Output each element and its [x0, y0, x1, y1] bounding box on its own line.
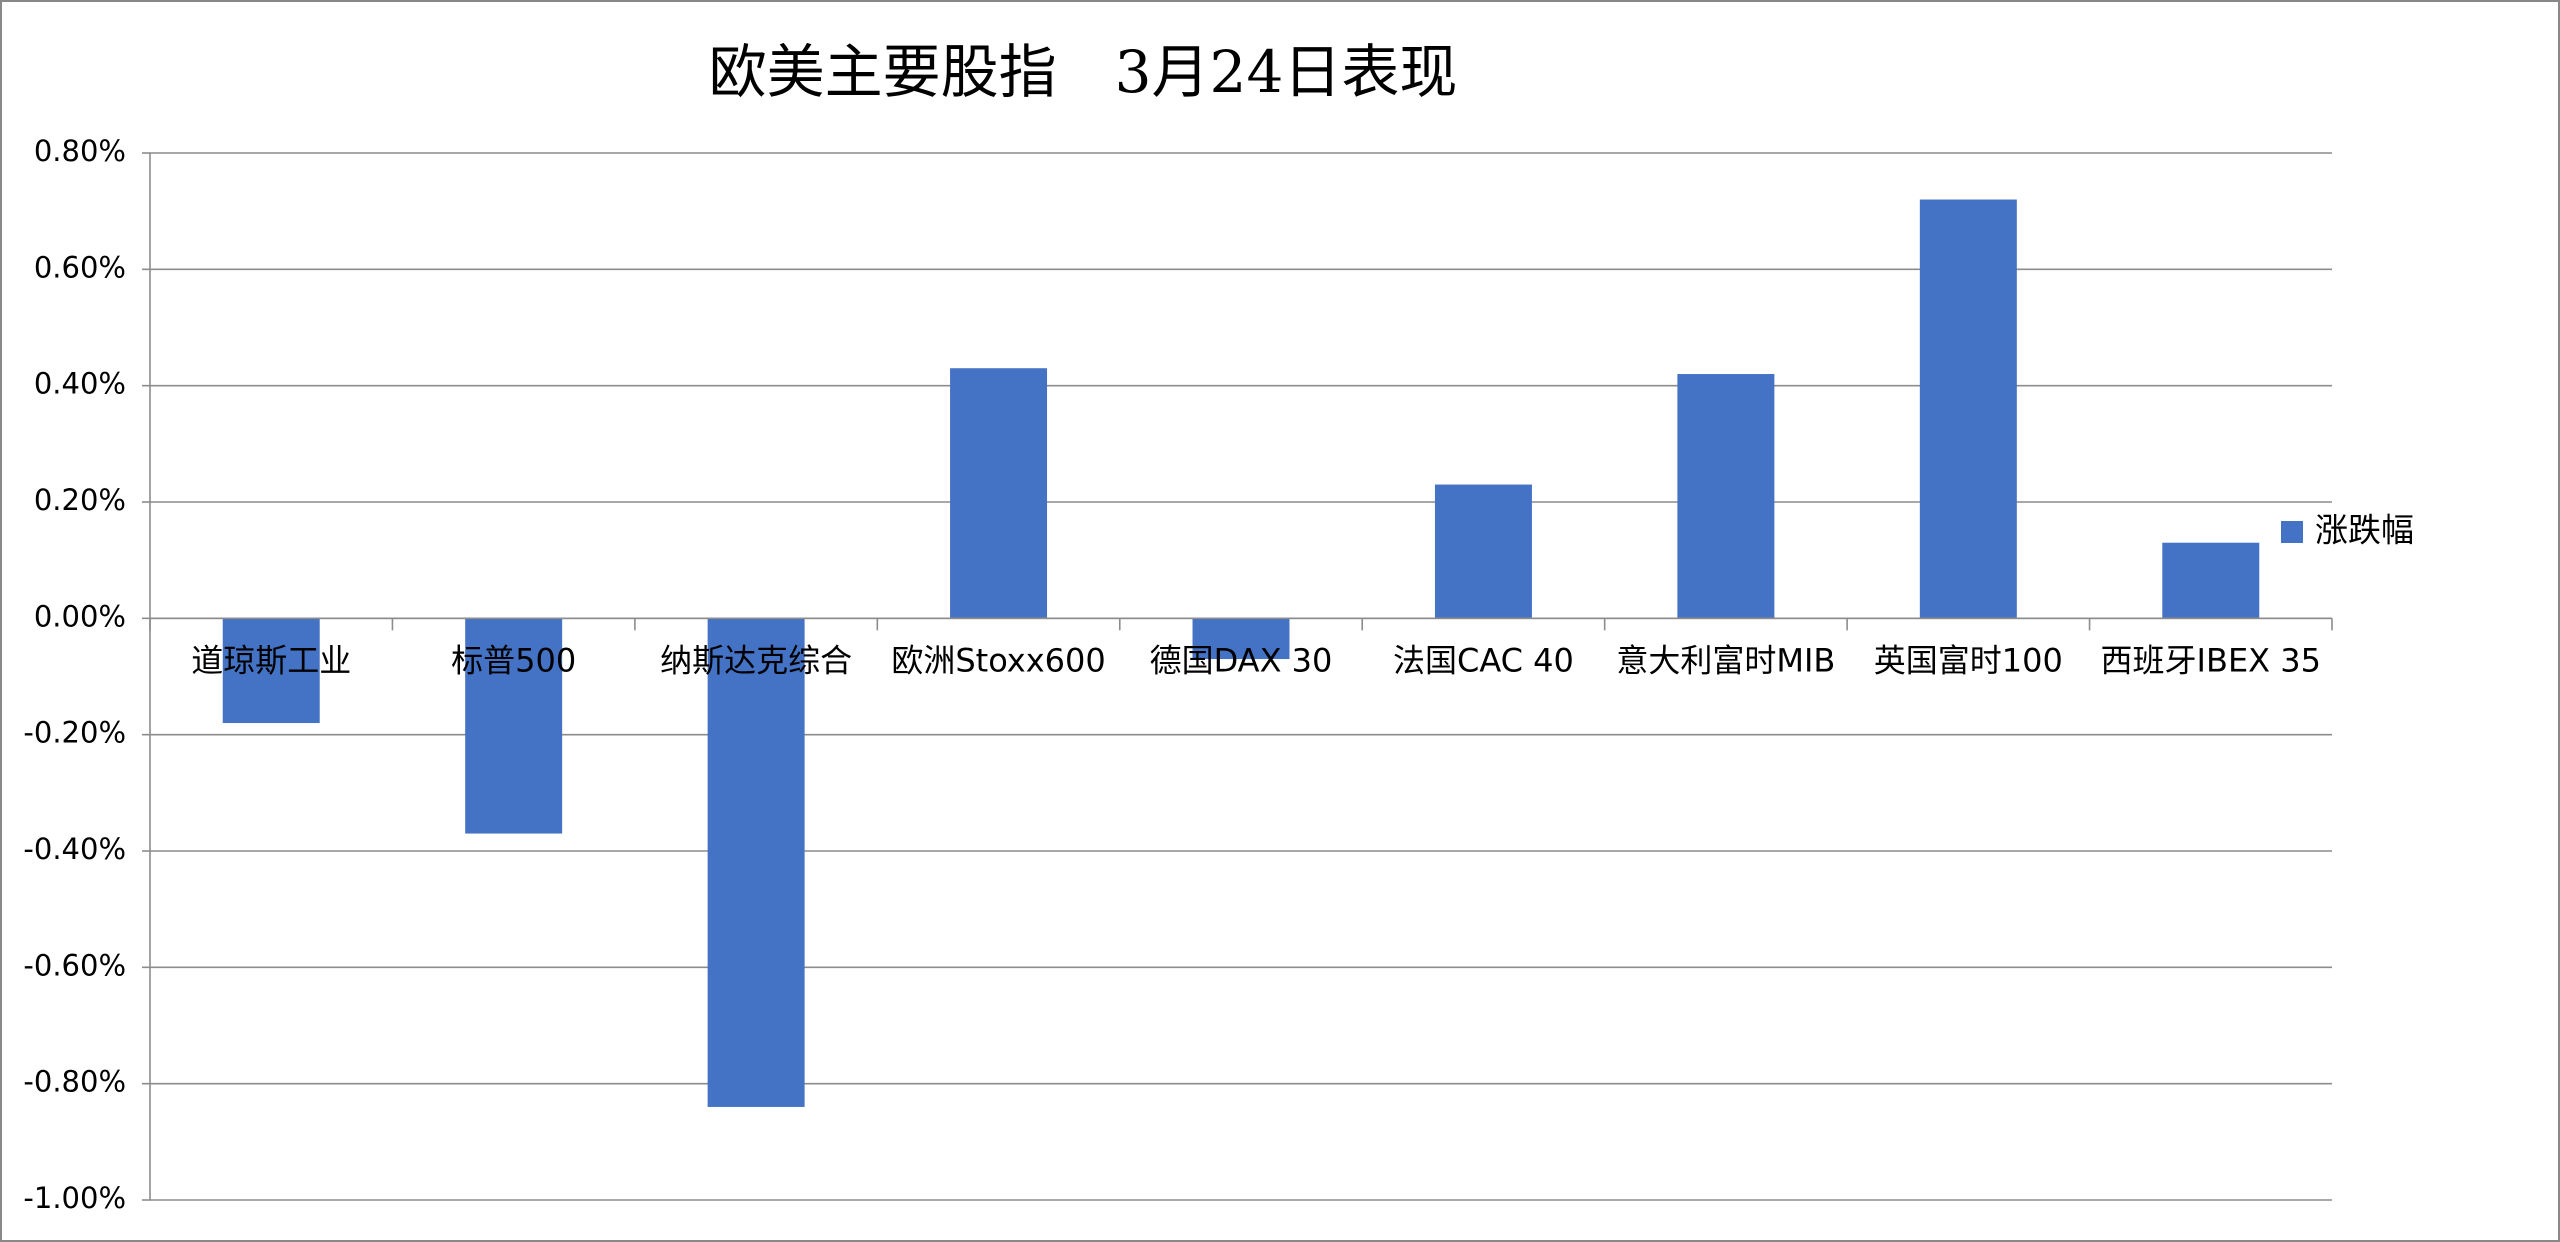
x-tick-label: 英国富时100 — [1874, 641, 2063, 679]
bar — [1919, 199, 2017, 619]
x-tick-label: 纳斯达克综合 — [660, 641, 852, 679]
bar — [1677, 374, 1775, 619]
x-tick-label: 道琼斯工业 — [191, 641, 351, 679]
y-tick-label: -0.80% — [23, 1065, 126, 1099]
y-tick-label: 0.20% — [34, 483, 126, 517]
y-tick-label: 0.00% — [34, 599, 126, 633]
x-tick-label: 西班牙IBEX 35 — [2101, 641, 2321, 679]
y-tick-label: -0.20% — [23, 716, 126, 750]
bar — [1192, 618, 1290, 660]
x-tick-label: 法国CAC 40 — [1393, 641, 1574, 679]
chart-title: 欧美主要股指 3月24日表现 — [709, 38, 1458, 106]
bar — [465, 618, 563, 834]
x-tick-label: 意大利富时MIB — [1616, 641, 1835, 679]
x-tick-label: 欧洲Stoxx600 — [891, 641, 1105, 679]
x-tick-label: 标普500 — [451, 641, 576, 679]
y-tick-label: 0.40% — [34, 367, 126, 401]
legend-label: 涨跌幅 — [2315, 511, 2414, 550]
y-tick-label: -0.60% — [23, 948, 126, 982]
bar — [222, 618, 320, 724]
y-tick-label: 0.80% — [34, 134, 126, 168]
bar — [1434, 484, 1532, 619]
y-tick-label: -1.00% — [23, 1181, 126, 1215]
y-tick-label: -0.40% — [23, 832, 126, 866]
bar — [2162, 542, 2260, 619]
legend-swatch — [2281, 521, 2303, 543]
bar — [707, 618, 805, 1107]
x-tick-label: 德国DAX 30 — [1150, 641, 1333, 679]
bar — [950, 368, 1048, 619]
y-tick-label: 0.60% — [34, 250, 126, 284]
